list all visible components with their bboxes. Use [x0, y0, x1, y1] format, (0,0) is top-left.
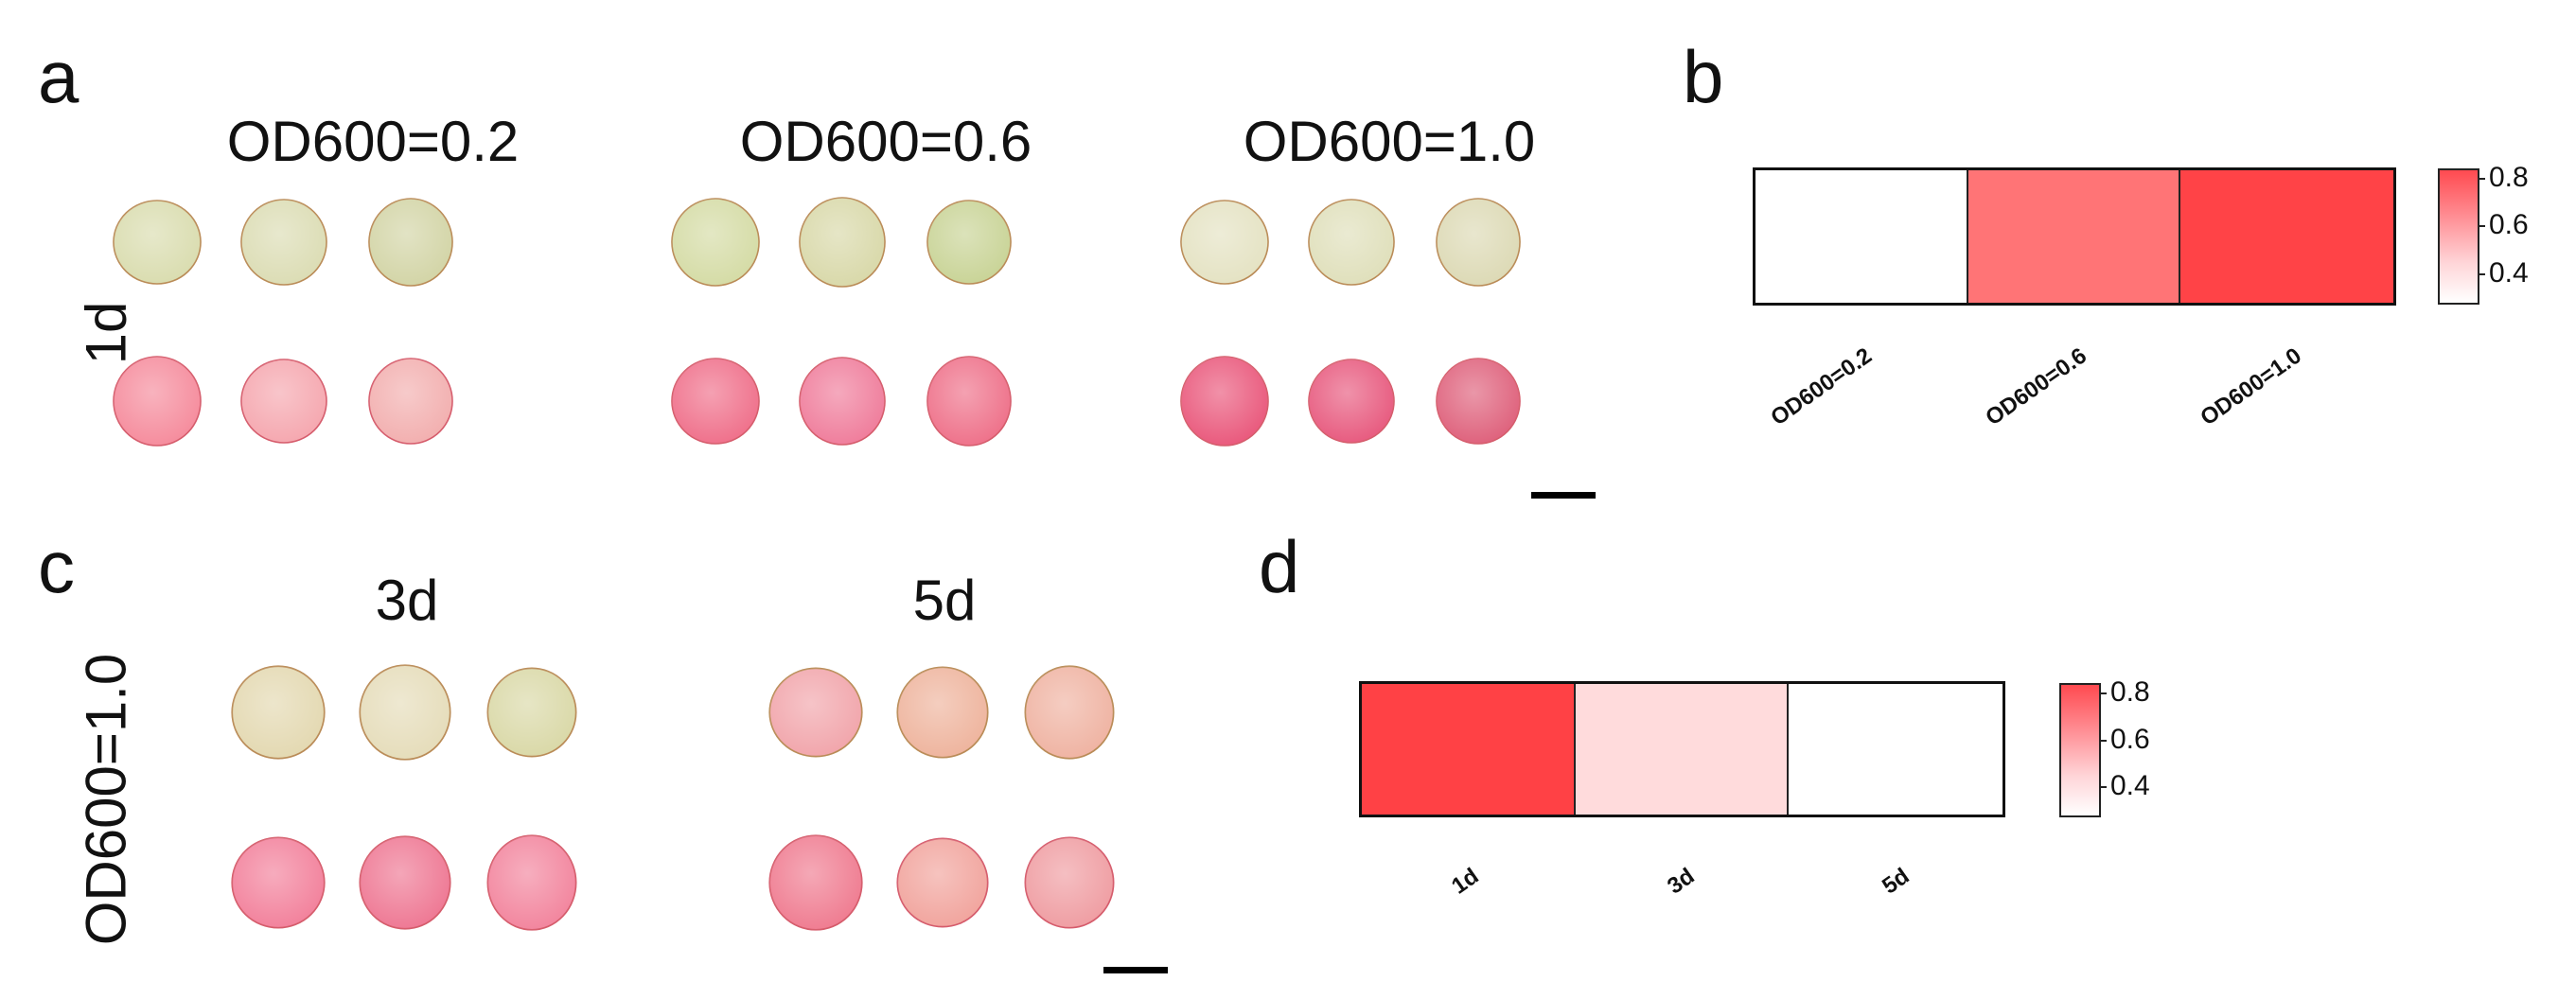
petal-image	[892, 662, 993, 762]
colorbar-tick-label: 0.6	[2110, 723, 2150, 755]
panel-c-scale-bar	[1103, 967, 1168, 973]
petal-image	[1019, 662, 1120, 762]
petal-image	[355, 832, 455, 933]
heatmap-cell	[1756, 170, 1968, 303]
petal-image	[482, 832, 582, 933]
panel-b-heatmap	[1753, 167, 2396, 306]
panel-letter-b: b	[1683, 35, 1724, 118]
petal-image	[1177, 354, 1272, 448]
colorbar-tick-mark	[2478, 272, 2485, 275]
colorbar-tick-mark	[2099, 786, 2107, 789]
colorbar-tick-label: 0.8	[2110, 675, 2150, 708]
petal-image	[1177, 195, 1272, 289]
x-tick-label: 3d	[1662, 863, 1699, 900]
panel-b-colorbar	[2438, 168, 2479, 305]
colorbar-tick-mark	[2478, 225, 2485, 228]
panel-a-header-3: OD600=1.0	[1243, 110, 1536, 173]
panel-letter-a: a	[38, 35, 79, 118]
petal-image	[228, 832, 328, 933]
petal-image	[1304, 354, 1399, 448]
panel-a-scale-bar	[1531, 492, 1596, 499]
colorbar-tick-label: 0.4	[2489, 256, 2529, 289]
x-tick-label: OD600=0.2	[1766, 342, 1878, 431]
colorbar-tick-label: 0.6	[2489, 209, 2529, 241]
petal-image	[237, 195, 331, 289]
colorbar-tick-mark	[2099, 692, 2107, 694]
heatmap-cell	[2180, 170, 2393, 303]
petal-image	[892, 832, 993, 933]
colorbar-tick-label: 0.8	[2489, 162, 2529, 194]
petal-image	[355, 662, 455, 762]
panel-a-header-1: OD600=0.2	[226, 110, 520, 173]
heatmap-cell	[1967, 170, 2181, 303]
petal-image	[363, 354, 458, 448]
x-tick-label: 1d	[1446, 863, 1484, 900]
panel-c-header-1: 3d	[375, 569, 439, 632]
x-tick-label: 5d	[1878, 863, 1914, 900]
panel-letter-d: d	[1259, 525, 1300, 608]
colorbar-tick-label: 0.4	[2110, 770, 2150, 802]
panel-d-colorbar	[2059, 683, 2101, 817]
petal-image	[110, 195, 204, 289]
petal-image	[922, 195, 1016, 289]
petal-image	[1431, 354, 1526, 448]
heatmap-cell	[1789, 684, 2003, 815]
x-tick-label: OD600=1.0	[2195, 342, 2306, 431]
petal-image	[766, 662, 866, 762]
panel-d-heatmap	[1359, 681, 2005, 817]
panel-letter-c: c	[38, 525, 75, 608]
petal-image	[795, 354, 890, 448]
panel-c-row-label: OD600=1.0	[74, 653, 138, 946]
petal-image	[1304, 195, 1399, 289]
petal-image	[922, 354, 1016, 448]
colorbar-tick-mark	[2099, 739, 2107, 742]
petal-image	[228, 662, 328, 762]
petal-image	[237, 354, 331, 448]
heatmap-cell	[1362, 684, 1576, 815]
petal-image	[482, 662, 582, 762]
heatmap-cell	[1575, 684, 1790, 815]
petal-image	[110, 354, 204, 448]
colorbar-tick-mark	[2478, 178, 2485, 181]
petal-image	[668, 354, 763, 448]
x-tick-label: OD600=0.6	[1981, 342, 2091, 431]
petal-image	[766, 832, 866, 933]
petal-image	[1431, 195, 1526, 289]
petal-image	[795, 195, 890, 289]
petal-image	[363, 195, 458, 289]
panel-a-header-2: OD600=0.6	[739, 110, 1032, 173]
petal-image	[1019, 832, 1120, 933]
panel-c-header-2: 5d	[912, 569, 977, 632]
petal-image	[668, 195, 763, 289]
